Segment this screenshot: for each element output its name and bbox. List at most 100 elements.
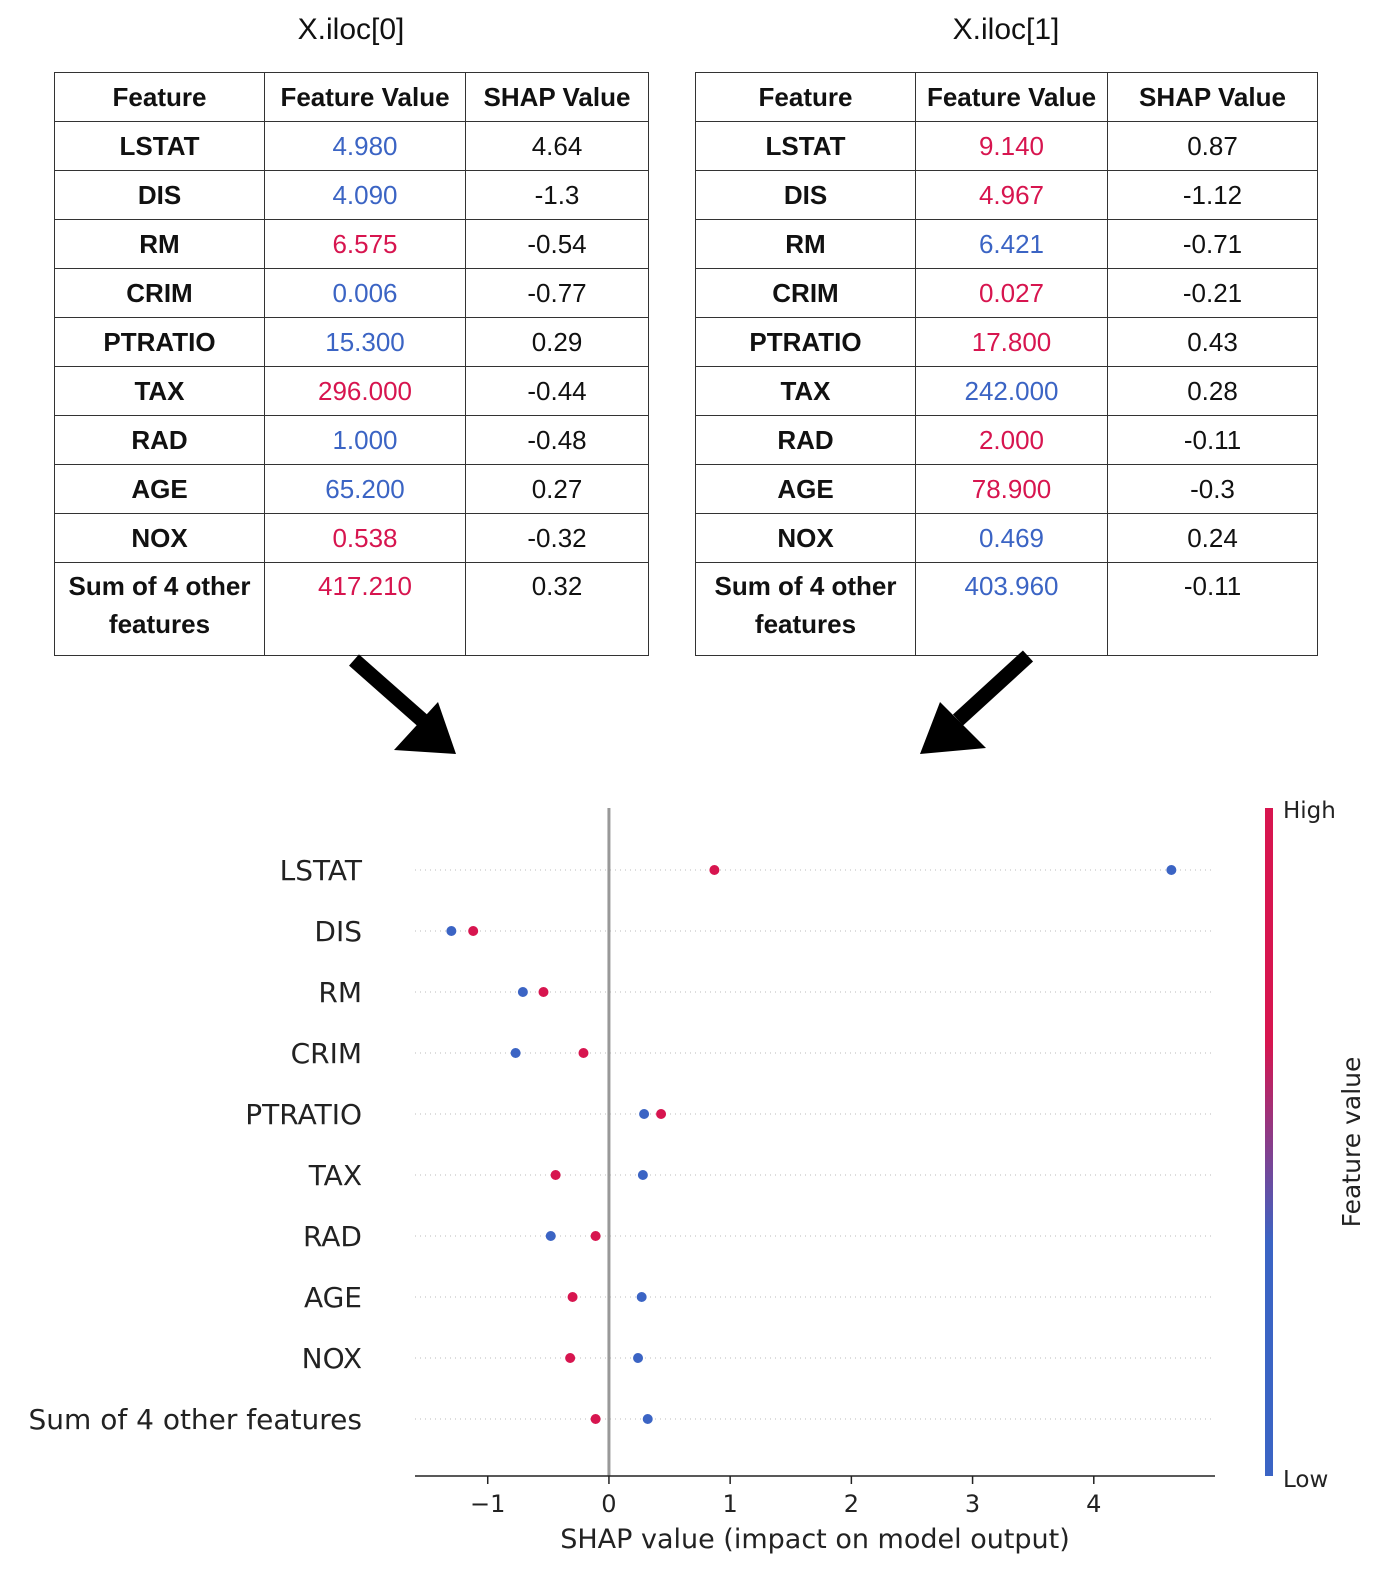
feature-value-cell: 0.006 [264, 268, 466, 318]
feature-cell: CRIM [54, 268, 265, 318]
feature-cell: NOX [54, 513, 265, 563]
table-row: TAX 296.000 -0.44 [54, 366, 649, 416]
x-tick-label: 2 [844, 1490, 859, 1518]
colorbar-low-label: Low [1283, 1467, 1328, 1493]
table-row: Sum of 4 other features 403.960 -0.11 [695, 562, 1318, 656]
x-tick-label: 3 [965, 1490, 980, 1518]
y-tick-label: LSTAT [280, 854, 363, 887]
shap-value-cell: -0.21 [1107, 268, 1318, 318]
arrow-down-left-icon [920, 650, 1034, 754]
table-row: PTRATIO 17.800 0.43 [695, 317, 1318, 367]
y-tick-label: CRIM [291, 1037, 362, 1070]
shap-value-cell: 0.29 [465, 317, 649, 367]
header-feature-value: Feature Value [264, 72, 466, 122]
colorbar [1265, 808, 1273, 1476]
data-point-low [636, 1292, 647, 1302]
x-axis-label: SHAP value (impact on model output) [560, 1524, 1070, 1555]
data-point-low [446, 926, 457, 936]
table-title-iloc0: X.iloc[0] [297, 13, 405, 46]
header-shap-value: SHAP Value [1107, 72, 1318, 122]
table-row: LSTAT 4.980 4.64 [54, 121, 649, 171]
feature-cell: RM [695, 219, 916, 269]
feature-value-cell: 0.469 [915, 513, 1108, 563]
feature-value-cell: 17.800 [915, 317, 1108, 367]
table-row: CRIM 0.006 -0.77 [54, 268, 649, 318]
data-point-high [538, 987, 549, 997]
y-tick-label: TAX [308, 1159, 362, 1192]
data-points [446, 865, 1177, 1424]
feature-value-cell: 417.210 [264, 562, 466, 656]
feature-cell: PTRATIO [695, 317, 916, 367]
y-tick-label: AGE [304, 1281, 362, 1314]
y-tick-label: RM [318, 976, 362, 1009]
feature-value-cell: 1.000 [264, 415, 466, 465]
data-point-low [633, 1353, 644, 1363]
y-tick-label: PTRATIO [245, 1098, 362, 1131]
shap-value-cell: 4.64 [465, 121, 649, 171]
shap-value-cell: -0.11 [1107, 415, 1318, 465]
data-point-high [550, 1170, 561, 1180]
shap-value-cell: -1.3 [465, 170, 649, 220]
feature-value-cell: 0.538 [264, 513, 466, 563]
header-feature-value: Feature Value [915, 72, 1108, 122]
data-point-low [545, 1231, 556, 1241]
feature-value-cell: 296.000 [264, 366, 466, 416]
shap-value-cell: -0.48 [465, 415, 649, 465]
feature-value-cell: 9.140 [915, 121, 1108, 171]
shap-value-cell: -0.44 [465, 366, 649, 416]
shap-table-iloc1: Feature Feature Value SHAP Value LSTAT 9.… [695, 72, 1318, 656]
data-point-low [639, 1109, 650, 1119]
feature-cell: TAX [695, 366, 916, 416]
feature-value-cell: 2.000 [915, 415, 1108, 465]
y-tick-label: RAD [303, 1220, 362, 1253]
arrow-down-right-icon [349, 654, 456, 754]
colorbar-label: Feature value [1337, 1057, 1366, 1228]
feature-value-cell: 403.960 [915, 562, 1108, 656]
feature-cell: AGE [695, 464, 916, 514]
table-title-iloc1: X.iloc[1] [952, 13, 1060, 46]
feature-value-cell: 65.200 [264, 464, 466, 514]
feature-cell: LSTAT [54, 121, 265, 171]
shap-value-cell: -0.77 [465, 268, 649, 318]
x-tick-label: −1 [470, 1490, 505, 1518]
y-tick-label: DIS [314, 915, 362, 948]
y-tick-labels: LSTAT DIS RM CRIM PTRATIO TAX RAD AGE NOX Sum of … [29, 854, 363, 1436]
feature-value-cell: 15.300 [264, 317, 466, 367]
shap-value-cell: -0.32 [465, 513, 649, 563]
x-tick-label: 0 [601, 1490, 616, 1518]
shap-value-cell: -0.54 [465, 219, 649, 269]
y-tick-label: NOX [302, 1342, 362, 1375]
feature-cell: AGE [54, 464, 265, 514]
feature-value-cell: 6.575 [264, 219, 466, 269]
feature-cell: PTRATIO [54, 317, 265, 367]
data-point-high [590, 1414, 601, 1424]
table-row: DIS 4.967 -1.12 [695, 170, 1318, 220]
data-point-high [468, 926, 479, 936]
shap-value-cell: 0.87 [1107, 121, 1318, 171]
table-row: CRIM 0.027 -0.21 [695, 268, 1318, 318]
shap-value-cell: -0.11 [1107, 562, 1318, 656]
feature-value-cell: 4.980 [264, 121, 466, 171]
data-point-low [1166, 865, 1177, 875]
shap-value-cell: -1.12 [1107, 170, 1318, 220]
shap-value-cell: 0.32 [465, 562, 649, 656]
feature-cell: Sum of 4 other features [695, 562, 916, 656]
feature-cell: LSTAT [695, 121, 916, 171]
shap-value-cell: 0.24 [1107, 513, 1318, 563]
table-row: RAD 1.000 -0.48 [54, 415, 649, 465]
table-row: TAX 242.000 0.28 [695, 366, 1318, 416]
x-ticks: −1 0 1 2 3 4 [470, 1476, 1101, 1518]
feature-value-cell: 4.967 [915, 170, 1108, 220]
feature-cell: TAX [54, 366, 265, 416]
feature-cell: Sum of 4 other features [54, 562, 265, 656]
shap-table-iloc0: Feature Feature Value SHAP Value LSTAT 4.… [54, 72, 649, 656]
header-feature: Feature [695, 72, 916, 122]
header-shap-value: SHAP Value [465, 72, 649, 122]
feature-cell: DIS [54, 170, 265, 220]
feature-value-cell: 78.900 [915, 464, 1108, 514]
table-row: AGE 78.900 -0.3 [695, 464, 1318, 514]
colorbar-high-label: High [1283, 798, 1336, 824]
shap-value-cell: 0.28 [1107, 366, 1318, 416]
feature-cell: RM [54, 219, 265, 269]
feature-value-cell: 4.090 [264, 170, 466, 220]
